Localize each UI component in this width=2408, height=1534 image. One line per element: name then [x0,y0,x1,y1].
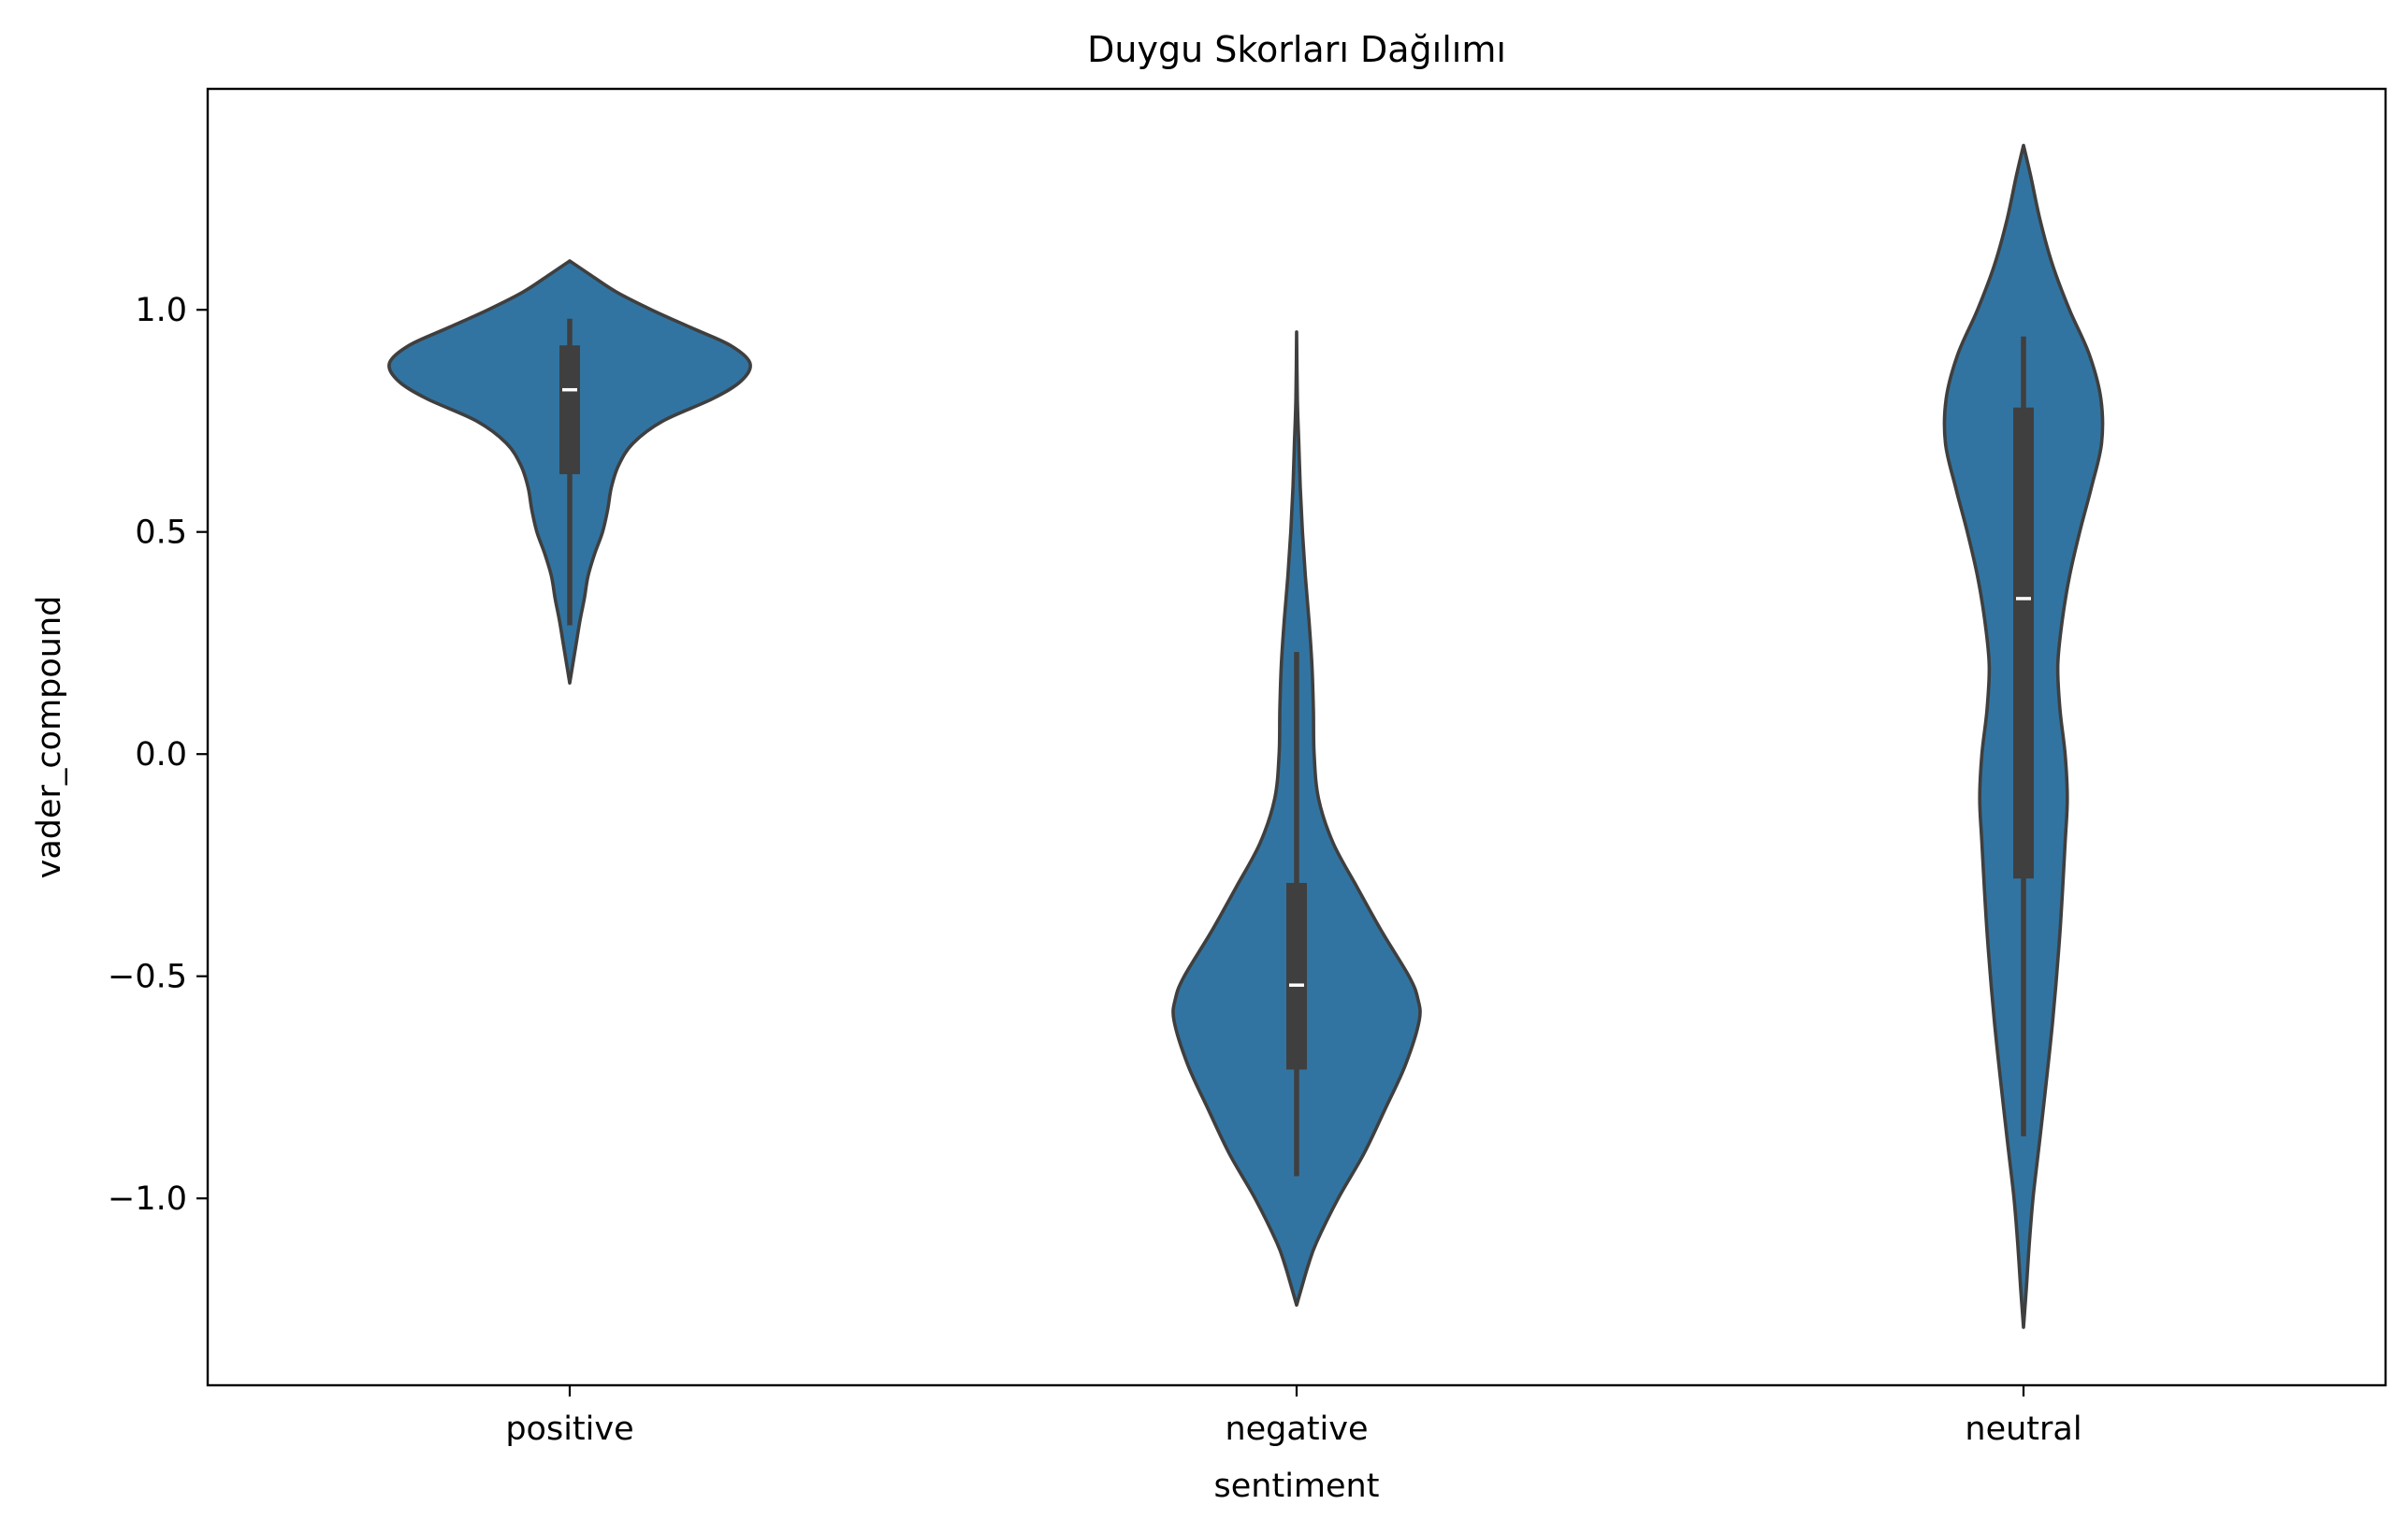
y-tick-label: −0.5 [108,959,187,996]
y-axis-label: vader_compound [31,596,68,879]
y-tick-label: 1.0 [135,292,187,329]
y-tick-label: 0.0 [135,736,187,774]
iqr-box-positive [559,345,580,474]
iqr-box-neutral [2013,407,2034,879]
chart-title: Duygu Skorları Dağılımı [1087,29,1506,70]
x-axis: positive negative neutral [505,1385,2082,1448]
plot-frame [206,87,2387,1387]
x-tick-label: negative [1225,1411,1368,1448]
x-tick-label: positive [505,1411,633,1448]
x-tick-label: neutral [1965,1411,2082,1448]
y-axis: 1.0 0.5 0.0 −0.5 −1.0 [108,292,208,1218]
y-tick-label: −1.0 [108,1180,187,1218]
x-axis-label: sentiment [1214,1468,1380,1505]
y-tick-label: 0.5 [135,514,187,552]
iqr-box-negative [1286,882,1307,1070]
violins-group [387,143,2105,1329]
